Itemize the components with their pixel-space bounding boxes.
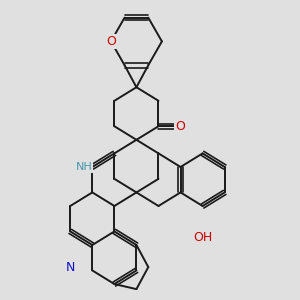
Text: N: N <box>66 261 75 274</box>
Text: O: O <box>106 35 116 48</box>
Text: O: O <box>176 120 185 133</box>
Text: NH: NH <box>76 162 92 172</box>
Text: OH: OH <box>193 231 212 244</box>
